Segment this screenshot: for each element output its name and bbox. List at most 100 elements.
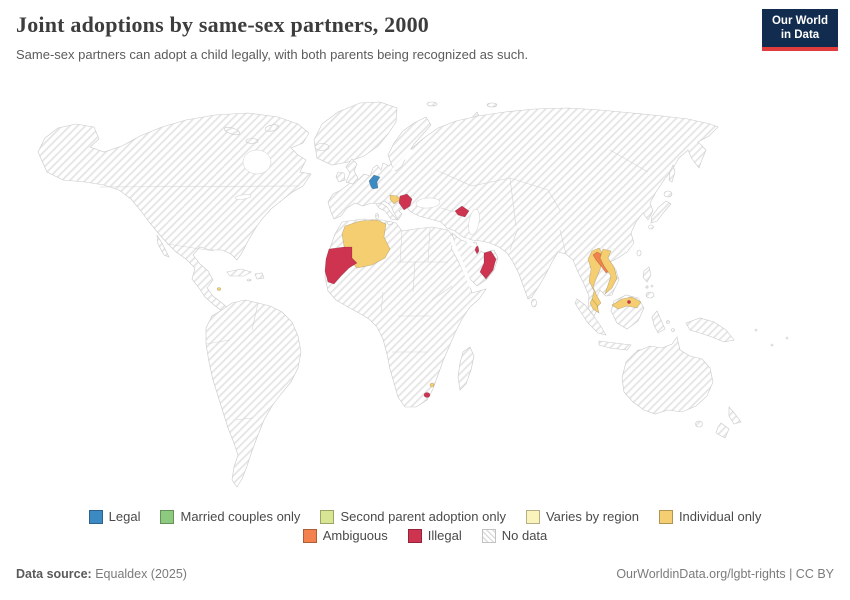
- landmass-south-america[interactable]: [205, 299, 302, 488]
- landmass-hokkaido[interactable]: [663, 190, 673, 198]
- owid-logo-box: Our World in Data: [762, 9, 838, 51]
- landmass-tasmania[interactable]: [695, 420, 703, 428]
- chart-footer: Data source: Equaldex (2025) OurWorldinD…: [16, 567, 834, 581]
- no-data-landmasses: [37, 101, 789, 488]
- legend-item-legal[interactable]: Legal: [88, 509, 141, 524]
- country-serbia[interactable]: [398, 193, 413, 211]
- landmass-honshu[interactable]: [650, 200, 672, 224]
- legend-swatch-illegal: [407, 528, 422, 543]
- country-eswatini[interactable]: [429, 382, 435, 388]
- landmass-great-britain[interactable]: [345, 158, 359, 185]
- country-trinidad-and-tobago[interactable]: [216, 287, 222, 291]
- legend-row-1: Legal Married couples only Second parent a…: [88, 509, 762, 524]
- landmass-visayas: [645, 285, 649, 289]
- legend-row-2: Ambiguous Illegal No data: [302, 528, 547, 543]
- footer-data-source: Data source: Equaldex (2025): [16, 567, 187, 581]
- landmass-madagascar[interactable]: [457, 346, 475, 391]
- landmass-taiwan[interactable]: [636, 249, 642, 257]
- landmass-australia[interactable]: [621, 336, 714, 415]
- chart-header: Joint adoptions by same-sex partners, 20…: [16, 12, 750, 62]
- water-bodies: [234, 149, 481, 288]
- legend-item-ambiguous[interactable]: Ambiguous: [302, 528, 388, 543]
- legend-item-varies[interactable]: Varies by region: [525, 509, 639, 524]
- legend-item-second_parent[interactable]: Second parent adoption only: [320, 509, 506, 524]
- landmass-ireland[interactable]: [335, 171, 346, 183]
- country-oman[interactable]: [479, 250, 497, 280]
- landmass-nz-north[interactable]: [728, 406, 742, 425]
- country-algeria[interactable]: [341, 219, 391, 269]
- landmass-italy[interactable]: [375, 202, 398, 221]
- landmass-greenland[interactable]: [313, 101, 398, 166]
- arctic-island: [224, 126, 240, 136]
- landmass-kyushu: [648, 224, 654, 230]
- owid-logo-line2: in Data: [780, 29, 820, 42]
- country-croatia[interactable]: [389, 194, 403, 205]
- landmass-scandinavia[interactable]: [387, 116, 432, 172]
- country-brunei[interactable]: [627, 300, 631, 304]
- caspian-sea: [468, 208, 480, 236]
- landmass-iceland[interactable]: [314, 143, 330, 151]
- legend-swatch-no_data: [481, 528, 496, 543]
- landmass-sri-lanka[interactable]: [531, 298, 537, 308]
- black-sea: [415, 197, 441, 209]
- legend-label: Married couples only: [180, 509, 301, 524]
- legend-label: Varies by region: [545, 509, 639, 524]
- country-azerbaijan[interactable]: [454, 205, 470, 218]
- legend-swatch-ambiguous: [302, 528, 317, 543]
- landmass-luzon[interactable]: [642, 266, 652, 283]
- country-qatar[interactable]: [474, 245, 480, 255]
- legend-item-no_data[interactable]: No data: [481, 528, 547, 543]
- landmass-cuba[interactable]: [226, 268, 252, 277]
- legend-swatch-second_parent: [320, 509, 335, 524]
- owid-logo-line1: Our World: [771, 15, 828, 27]
- world-map[interactable]: [0, 88, 850, 512]
- footer-source-value: Equaldex (2025): [91, 567, 187, 581]
- great-lakes: [234, 194, 252, 200]
- landmass-jamaica[interactable]: [246, 278, 252, 282]
- landmass-sicily: [386, 221, 394, 225]
- country-netherlands[interactable]: [368, 174, 381, 190]
- legend-label: Ambiguous: [322, 528, 388, 543]
- landmass-java[interactable]: [598, 340, 632, 351]
- arctic-island: [426, 101, 438, 107]
- legend-swatch-varies: [525, 509, 540, 524]
- landmass-mindanao[interactable]: [645, 291, 655, 299]
- legend-item-married[interactable]: Married couples only: [160, 509, 300, 524]
- landmass-sulawesi[interactable]: [651, 310, 666, 334]
- arctic-island: [264, 124, 280, 132]
- pacific-island: [785, 336, 789, 340]
- country-mauritania[interactable]: [324, 246, 358, 285]
- landmass-nz-south[interactable]: [715, 422, 730, 439]
- landmass-north-america[interactable]: [37, 112, 312, 312]
- arctic-island: [486, 102, 498, 108]
- pacific-island: [770, 343, 774, 347]
- landmass-new-guinea[interactable]: [685, 317, 735, 343]
- country-lesotho[interactable]: [423, 392, 431, 398]
- legend-label: Second parent adoption only: [340, 509, 506, 524]
- legend-item-illegal[interactable]: Illegal: [407, 528, 462, 543]
- colored-countries: [216, 174, 642, 398]
- legend-label: Individual only: [678, 509, 762, 524]
- landmass-baja[interactable]: [156, 234, 170, 258]
- owid-logo[interactable]: Our World in Data: [762, 9, 838, 51]
- landmass-moluccas: [671, 328, 675, 332]
- legend-item-individual[interactable]: Individual only: [658, 509, 762, 524]
- landmass-sumatra[interactable]: [574, 298, 607, 336]
- arctic-island: [245, 138, 259, 144]
- landmass-hispaniola[interactable]: [254, 272, 265, 280]
- map-legend: Legal Married couples only Second parent a…: [0, 509, 850, 543]
- page-title: Joint adoptions by same-sex partners, 20…: [16, 12, 429, 37]
- hudson-bay: [242, 149, 272, 175]
- country-borders: [99, 149, 649, 421]
- landmass-moluccas: [666, 320, 670, 324]
- pacific-island: [754, 328, 758, 332]
- country-vietnam[interactable]: [599, 248, 618, 295]
- legend-label: Illegal: [427, 528, 462, 543]
- footer-rights-link[interactable]: OurWorldinData.org/lgbt-rights | CC BY: [616, 567, 834, 581]
- footer-source-label: Data source:: [16, 567, 92, 581]
- legend-swatch-legal: [88, 509, 103, 524]
- landmass-visayas: [650, 284, 654, 288]
- legend-swatch-individual: [658, 509, 673, 524]
- landmass-sakhalin: [668, 164, 676, 183]
- legend-label: Legal: [108, 509, 141, 524]
